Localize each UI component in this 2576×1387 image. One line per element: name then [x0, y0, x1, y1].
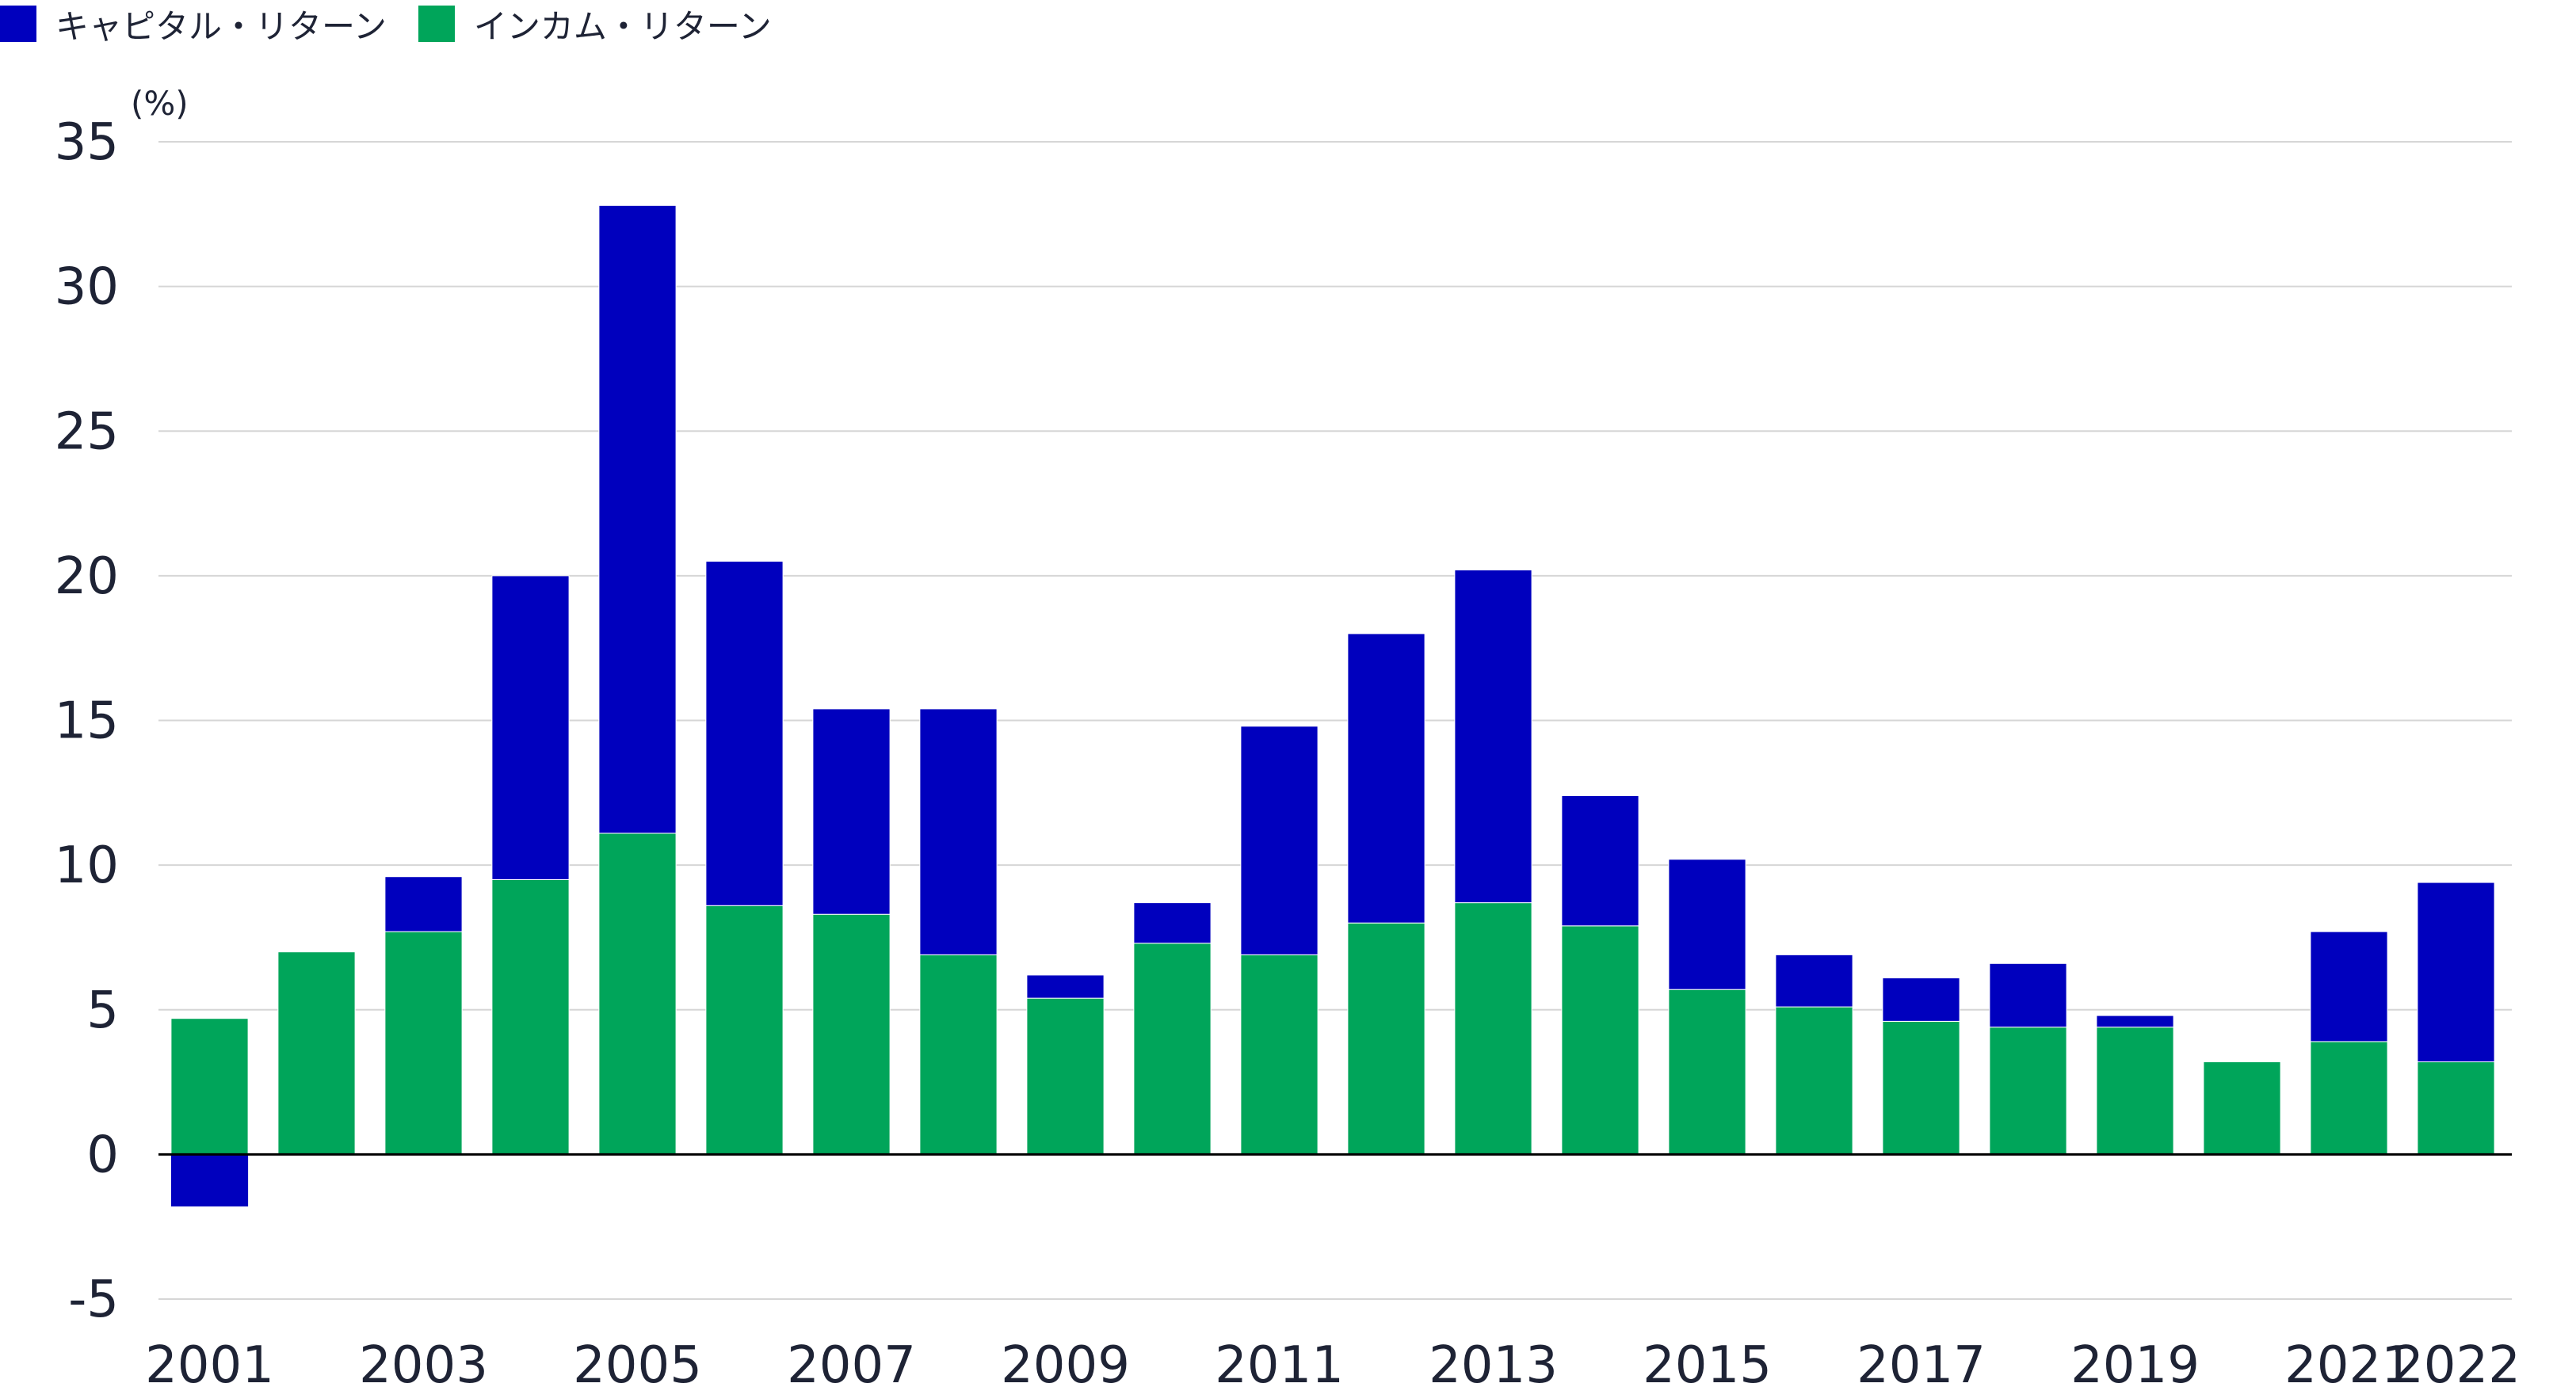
- legend-label-capital-return: キャピタル・リターン: [55, 6, 387, 46]
- bar-capital-2018: [1989, 962, 2067, 1028]
- legend-swatch-income-return: [418, 6, 455, 42]
- bar-income-2007: [812, 913, 891, 1155]
- axes: -5 0 5 10 15 20 25 30 35 2001 2003 2005 2007 2009 2011…: [55, 113, 2521, 1387]
- x-tick-label: 2007: [787, 1336, 916, 1387]
- bar-income-2005: [598, 833, 677, 1155]
- x-tick-label: 2001: [145, 1336, 274, 1387]
- bar-income-2017: [1882, 1020, 1960, 1155]
- x-tick-label: 2015: [1643, 1336, 1772, 1387]
- bar-income-2016: [1775, 1006, 1853, 1155]
- legend-item-capital-return: キャピタル・リターン: [0, 0, 387, 48]
- bar-capital-2010: [1133, 902, 1212, 944]
- bar-capital-2016: [1775, 954, 1853, 1008]
- bar-income-2009: [1026, 997, 1105, 1155]
- bar-capital-2009: [1026, 974, 1105, 999]
- x-tick-label: 2009: [1001, 1336, 1130, 1387]
- bar-income-2012: [1347, 922, 1425, 1155]
- legend-swatch-capital-return: [0, 6, 36, 42]
- bar-capital-2014: [1561, 794, 1639, 927]
- x-tick-label: 2021: [2284, 1336, 2414, 1387]
- y-tick-label: 15: [55, 692, 119, 751]
- legend-label-income-return: インカム・リターン: [473, 6, 772, 46]
- bar-income-2011: [1240, 954, 1319, 1155]
- bar-income-2022: [2417, 1061, 2495, 1155]
- bar-income-2002: [277, 951, 356, 1155]
- y-tick-label: 20: [55, 547, 119, 606]
- x-tick-label: 2017: [1857, 1336, 1986, 1387]
- bar-income-2010: [1133, 943, 1212, 1155]
- y-tick-label: 5: [86, 981, 119, 1040]
- x-tick-label: 2019: [2070, 1336, 2200, 1387]
- bar-income-2020: [2203, 1061, 2281, 1155]
- bar-capital-2015: [1668, 859, 1746, 990]
- bar-capital-2005: [598, 204, 677, 834]
- bar-capital-2022: [2417, 882, 2495, 1062]
- bar-capital-2019: [2096, 1015, 2174, 1028]
- legend-item-income-return: インカム・リターン: [418, 0, 772, 48]
- x-tick-label: 2022: [2391, 1336, 2521, 1387]
- bar-capital-2004: [491, 575, 570, 880]
- y-tick-label: -5: [68, 1271, 119, 1329]
- bar-capital-2017: [1882, 977, 1960, 1022]
- bar-income-2018: [1989, 1027, 2067, 1155]
- bar-income-2019: [2096, 1027, 2174, 1155]
- x-tick-label: 2003: [359, 1336, 488, 1387]
- bar-capital-2006: [705, 561, 784, 906]
- y-tick-label: 35: [55, 113, 119, 172]
- bar-income-2003: [384, 931, 463, 1155]
- bar-income-2001: [170, 1018, 249, 1155]
- bar-capital-2021: [2310, 931, 2388, 1042]
- bar-income-2008: [919, 954, 998, 1155]
- bar-capital-2008: [919, 708, 998, 955]
- y-tick-label: 0: [86, 1126, 119, 1184]
- bar-capital-2011: [1240, 726, 1319, 955]
- bar-income-2004: [491, 878, 570, 1155]
- bar-income-2006: [705, 905, 784, 1155]
- bar-income-2015: [1668, 989, 1746, 1155]
- bars: [170, 204, 2495, 1207]
- bar-capital-2007: [812, 708, 891, 915]
- x-tick-label: 2011: [1215, 1336, 1344, 1387]
- y-tick-label: 30: [55, 258, 119, 317]
- bar-income-2014: [1561, 925, 1639, 1155]
- y-unit-label: (%): [131, 84, 189, 123]
- bar-capital-2001: [170, 1154, 249, 1207]
- y-tick-label: 25: [55, 402, 119, 461]
- x-tick-label: 2005: [573, 1336, 702, 1387]
- bar-capital-2012: [1347, 633, 1425, 924]
- bar-income-2013: [1454, 902, 1532, 1155]
- bar-capital-2013: [1454, 570, 1532, 904]
- bar-capital-2003: [384, 876, 463, 932]
- bar-income-2021: [2310, 1041, 2388, 1155]
- y-tick-label: 10: [55, 836, 119, 895]
- legend: キャピタル・リターン インカム・リターン: [0, 0, 803, 48]
- x-tick-label: 2013: [1429, 1336, 1558, 1387]
